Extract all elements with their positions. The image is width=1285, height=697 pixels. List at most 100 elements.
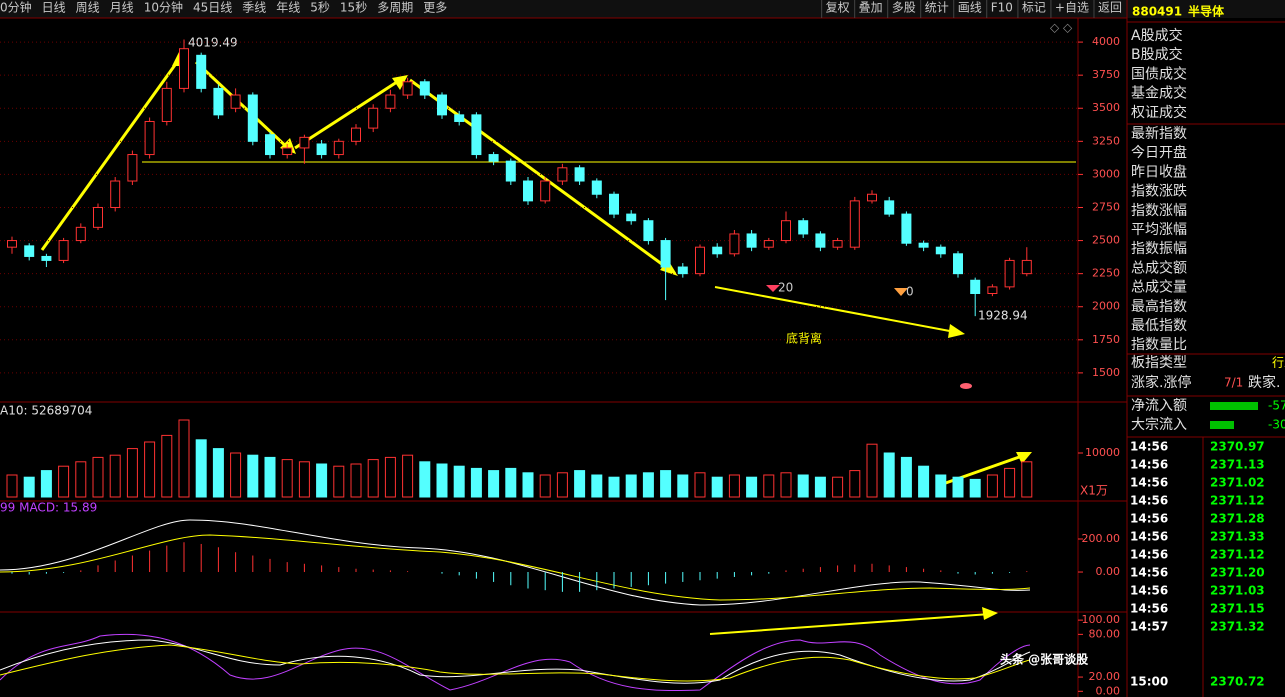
candle-body [540, 180, 551, 202]
candle-body [935, 246, 946, 255]
volume-bar [660, 470, 672, 498]
y-tick-label: 100.00 [1082, 613, 1121, 626]
toolbar-button[interactable]: 复权 [826, 1, 850, 15]
volume-bar [728, 474, 740, 498]
volume-bar [488, 470, 500, 498]
volume-bar [694, 472, 706, 498]
candle-body [265, 134, 275, 156]
toolbar-button[interactable]: 多股 [892, 1, 916, 15]
y-tick-label: 2500 [1092, 234, 1120, 247]
y-tick-label: 2750 [1092, 200, 1120, 213]
kdj-j [0, 633, 1031, 692]
volume-bar [642, 472, 654, 498]
candle-body [574, 167, 585, 182]
volume-bar [470, 467, 482, 498]
candle-body [815, 233, 826, 248]
candle-body [609, 193, 619, 215]
tick-price: 2371.28 [1210, 512, 1265, 526]
volume-bar [522, 472, 534, 498]
volume-bar [883, 452, 895, 498]
candle-body [505, 160, 516, 182]
window-icons[interactable]: ◇ ◇ [1050, 21, 1073, 35]
volume-bar [384, 456, 396, 498]
quote-value: 7/1 [1224, 376, 1243, 390]
volume-bar [178, 419, 190, 498]
quote-value: 行业 加 [1272, 356, 1285, 370]
y-tick-label: 3500 [1092, 101, 1120, 114]
volume-bar [677, 474, 689, 498]
volume-bar [866, 443, 878, 498]
candle-body [247, 94, 258, 142]
volume-bar [281, 459, 293, 498]
quote-field: 指数涨跌 [1131, 184, 1187, 200]
toolbar-tab[interactable]: 多周期 [377, 1, 413, 15]
tick-time: 14:56 [1130, 584, 1168, 598]
candle-body [1021, 259, 1032, 275]
toolbar-tab[interactable]: 年线 [276, 1, 300, 15]
tick-time: 14:56 [1130, 602, 1168, 616]
volume-bar [832, 476, 844, 498]
candle-body [419, 81, 430, 96]
toolbar-tab[interactable]: 更多 [423, 1, 447, 15]
quote-field: 权证成交 [1131, 104, 1187, 121]
toolbar-button[interactable]: 标记 [1022, 1, 1046, 15]
candle-body [746, 233, 757, 248]
toolbar-button[interactable]: 画线 [958, 1, 982, 15]
toolbar-tab[interactable]: 15秒 [340, 1, 367, 15]
candle-body [230, 94, 241, 109]
volume-bar [212, 448, 224, 498]
candle-body [884, 200, 895, 215]
quote-field: A股成交 [1131, 27, 1183, 44]
kdj-k [0, 639, 1031, 684]
y-tick-label: 1500 [1092, 366, 1120, 379]
quote-field: 最高指数 [1131, 298, 1187, 315]
tick-price: 2371.33 [1210, 530, 1265, 544]
candle-body [798, 220, 809, 235]
toolbar-tab[interactable]: 日线 [42, 1, 66, 15]
macd-dea [0, 534, 1031, 601]
volume-bar [40, 470, 52, 498]
annotation: 底背离 [786, 331, 822, 346]
toolbar-tab[interactable]: 季线 [242, 1, 266, 15]
tick-price: 2371.03 [1210, 584, 1265, 598]
tick-price: 2371.20 [1210, 566, 1265, 580]
candle-body [695, 246, 705, 275]
tick-time: 14:56 [1130, 494, 1168, 508]
candle-body [729, 233, 740, 255]
tick-time: 14:56 [1130, 476, 1168, 490]
candle-body [41, 255, 52, 261]
kdj-d [0, 644, 1031, 682]
quote-field: 基金成交 [1131, 85, 1187, 102]
toolbar-tab[interactable]: 月线 [110, 1, 134, 15]
toolbar-button[interactable]: 返回 [1098, 1, 1122, 15]
volume-bar [298, 461, 310, 498]
stock-name: 半导体 [1188, 4, 1225, 19]
toolbar-tab[interactable]: 5秒 [310, 1, 330, 15]
toolbar-tab[interactable]: 0分钟 [0, 0, 32, 15]
tick-price: 2371.13 [1210, 458, 1265, 472]
quote-value: 跌家. [1248, 374, 1280, 391]
volume-label: A10: 52689704 [0, 404, 92, 418]
candle-body [523, 180, 533, 202]
candle-body [763, 240, 774, 248]
y-tick-label: 3750 [1092, 68, 1120, 81]
toolbar-button[interactable]: 叠加 [859, 1, 883, 15]
candle-body [161, 87, 172, 122]
macd-label: 99 MACD: 15.89 [0, 501, 97, 515]
candle-body [402, 81, 413, 96]
candle-body [213, 87, 224, 116]
marker-label: 0 [906, 285, 914, 299]
volume-bar [952, 476, 964, 498]
volume-bar [763, 474, 775, 498]
toolbar-button[interactable]: 统计 [925, 1, 949, 15]
toolbar-tab[interactable]: 45日线 [193, 1, 232, 15]
toolbar-tab[interactable]: 10分钟 [144, 0, 183, 15]
candle-body [179, 48, 189, 89]
toolbar-button[interactable]: F10 [991, 1, 1013, 15]
flow-value: -30 [1268, 418, 1285, 432]
volume-bar [333, 465, 345, 498]
toolbar-button[interactable]: +自选 [1055, 1, 1089, 15]
candle-body [660, 240, 671, 268]
toolbar-tab[interactable]: 周线 [76, 1, 100, 15]
arrow-heads [172, 50, 1032, 620]
